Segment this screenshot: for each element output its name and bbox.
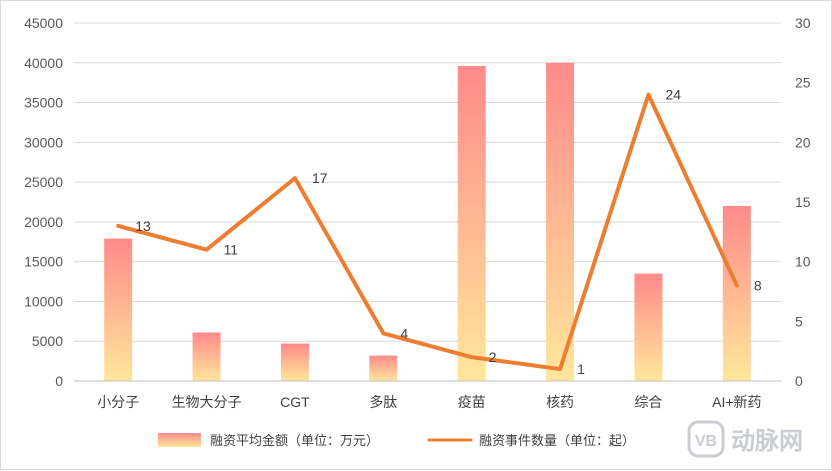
bar xyxy=(546,62,575,382)
x-tick-label: 核药 xyxy=(546,394,574,410)
bar xyxy=(634,273,663,381)
y-left-tick-label: 10000 xyxy=(24,293,63,309)
watermark-icon-text: VB xyxy=(695,433,717,450)
line-data-label: 8 xyxy=(754,278,762,294)
bar xyxy=(369,355,398,381)
watermark-text: 动脉网 xyxy=(731,428,803,455)
line-series xyxy=(116,92,739,372)
gridlines xyxy=(74,22,781,342)
y-left-tick-label: 25000 xyxy=(24,174,63,190)
watermark-icon xyxy=(687,420,725,458)
x-tick-label: 综合 xyxy=(634,394,662,410)
x-tick-label: 疫苗 xyxy=(458,394,486,410)
legend-line-label: 融资事件数量（单位：起） xyxy=(479,433,635,448)
y-right-tick-label: 30 xyxy=(795,15,811,31)
line-data-label: 17 xyxy=(312,170,328,186)
line-path xyxy=(116,92,739,372)
x-tick-label: 小分子 xyxy=(97,394,139,410)
line-data-label: 11 xyxy=(224,242,239,258)
line-data-label: 2 xyxy=(489,349,497,365)
x-tick-label: CGT xyxy=(280,394,310,410)
y-left-tick-label: 35000 xyxy=(24,95,63,111)
y-right-tick-label: 20 xyxy=(795,134,811,150)
bar xyxy=(457,65,486,382)
x-tick-label: AI+新药 xyxy=(712,394,761,410)
y-left-tick-label: 40000 xyxy=(24,55,63,71)
y-right-tick-label: 25 xyxy=(795,75,811,91)
y-right-tick-label: 0 xyxy=(795,373,803,389)
y-left-tick-label: 30000 xyxy=(24,134,63,150)
line-data-label: 4 xyxy=(400,325,408,341)
legend-bar-label: 融资平均金额（单位：万元） xyxy=(210,433,379,448)
y-right-tick-label: 5 xyxy=(795,313,803,329)
y-left-tick-label: 0 xyxy=(55,373,63,389)
y-left-tick-label: 20000 xyxy=(24,214,63,230)
legend: 融资平均金额（单位：万元） 融资事件数量（单位：起） xyxy=(158,433,635,448)
y-left-tick-label: 15000 xyxy=(24,254,63,270)
y-left-tick-label: 45000 xyxy=(24,15,63,31)
axes: 0 5000 10000 15000 20000 25000 30000 35000 40000… xyxy=(24,15,811,410)
y-left-tick-label: 5000 xyxy=(32,333,63,349)
legend-bar-swatch xyxy=(158,433,201,447)
bar xyxy=(722,205,751,381)
watermark-logo: VB 动脉网 xyxy=(687,420,803,458)
bar-series xyxy=(104,62,751,382)
bar xyxy=(280,343,309,381)
line-data-label: 24 xyxy=(665,87,681,103)
line-data-label: 13 xyxy=(135,218,151,234)
bar xyxy=(192,332,221,381)
x-tick-label: 生物大分子 xyxy=(172,394,242,410)
line-data-label: 1 xyxy=(577,361,585,377)
y-right-tick-label: 10 xyxy=(795,254,811,270)
bar xyxy=(104,238,133,381)
data-labels: 13 11 17 4 2 1 24 8 xyxy=(135,87,762,377)
y-right-tick-label: 15 xyxy=(795,194,811,210)
x-tick-label: 多肽 xyxy=(369,394,397,410)
